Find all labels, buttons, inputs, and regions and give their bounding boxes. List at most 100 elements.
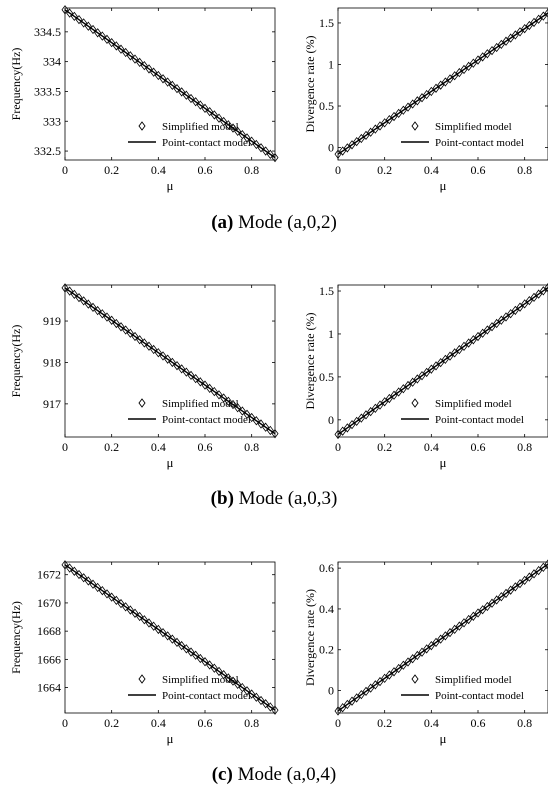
plot-c-divergence-diamond-point bbox=[409, 654, 417, 664]
plot-b-frequency-xtick-label: 0.8 bbox=[244, 440, 259, 454]
plot-a-divergence-diamond-point bbox=[469, 58, 477, 68]
plot-b-divergence-diamond-point bbox=[502, 312, 510, 322]
plot-c-divergence-diamond-point bbox=[511, 582, 519, 592]
plot-c-divergence-diamond-point bbox=[353, 693, 361, 703]
caption-c-text: Mode (a,0,4) bbox=[232, 764, 337, 785]
plot-c-frequency-legend-label: Simplified model bbox=[162, 674, 239, 686]
plot-c-divergence-diamond-point bbox=[381, 673, 389, 683]
plot-a-divergence-diamond-point bbox=[507, 33, 515, 43]
plot-b-frequency-diamond-point bbox=[112, 318, 120, 329]
plot-c-divergence-diamond-point bbox=[455, 621, 463, 631]
plot-a-divergence-diamond-point bbox=[371, 124, 379, 134]
plot-a-frequency-ytick-label: 333 bbox=[43, 114, 61, 128]
plot-c-frequency-series-line bbox=[64, 564, 276, 711]
plot-c-frequency-diamond-point bbox=[159, 627, 167, 638]
plot-a-frequency-diamond-point bbox=[215, 113, 223, 123]
plot-c-frequency-diamond-point bbox=[75, 569, 83, 580]
plot-b-divergence-diamond-point bbox=[488, 322, 496, 332]
plot-c-frequency-diamond-point bbox=[80, 573, 88, 583]
plot-a-frequency-diamond-point bbox=[164, 77, 172, 87]
plot-a-frequency-diamond-point bbox=[229, 123, 237, 133]
plot-a-frequency-diamond-point bbox=[145, 64, 153, 74]
plot-a-frequency-diamond-point bbox=[262, 146, 270, 156]
plot-a-frequency-diamond-point bbox=[117, 44, 125, 54]
plot-c-frequency-diamond-point bbox=[262, 699, 270, 709]
plot-b-frequency-diamond-point bbox=[75, 292, 83, 303]
plot-a-divergence-diamond-point bbox=[441, 77, 449, 87]
plot-c-divergence-diamond-point bbox=[497, 592, 505, 602]
plot-c-frequency-diamond-point bbox=[112, 595, 120, 606]
plot-b-frequency-diamond-point bbox=[66, 286, 74, 296]
plot-c-divergence-xtick-label: 0.8 bbox=[517, 716, 532, 730]
plot-b-frequency-diamond-point bbox=[229, 399, 237, 410]
plot-b-frequency-xtick-label: 0.2 bbox=[104, 440, 119, 454]
plot-a-frequency-diamond-point bbox=[108, 37, 116, 48]
plot-b-frequency-diamond-point bbox=[173, 360, 181, 371]
plot-c-divergence-diamond-point bbox=[413, 650, 421, 661]
plot-c-frequency-diamond-point bbox=[117, 598, 125, 609]
plot-b-divergence-series-line bbox=[337, 287, 548, 435]
plot-a-divergence-diamond-point bbox=[460, 64, 468, 75]
plot-b-divergence-legend-diamond bbox=[411, 398, 419, 408]
plot-a-divergence-diamond-point bbox=[544, 8, 548, 18]
plot-c-divergence-ytick-label: 0.2 bbox=[319, 643, 334, 657]
plot-c-divergence-diamond-point bbox=[399, 660, 407, 670]
plot-c-frequency-diamond-point bbox=[126, 605, 134, 615]
plot-a-frequency-diamond-point bbox=[248, 136, 256, 146]
plot-b-frequency-legend-label: Point-contact model bbox=[162, 414, 251, 426]
plot-c-divergence-diamond-point bbox=[362, 686, 370, 697]
plot-c-divergence-diamond-point bbox=[371, 680, 379, 690]
plot-a-divergence-diamond-point bbox=[390, 111, 398, 122]
plot-b-divergence-xtick-label: 0.4 bbox=[424, 440, 439, 454]
plot-c-frequency-diamond-point bbox=[98, 585, 106, 596]
plot-c-frequency-diamond-point bbox=[94, 582, 102, 593]
plot-a-frequency-diamond-point bbox=[126, 51, 134, 61]
plot-b-divergence-diamond-point bbox=[535, 289, 543, 299]
plot-a-frequency-xtick-label: 0.8 bbox=[244, 163, 259, 177]
plot-a-divergence-ylabel: Divergence rate (%) bbox=[303, 35, 317, 132]
plot-a-divergence-ytick-label: 0.5 bbox=[319, 99, 334, 113]
plot-b-divergence-ytick-label: 0.5 bbox=[319, 370, 334, 384]
plot-a-divergence-xtick-label: 0.2 bbox=[377, 163, 392, 177]
plot-b-frequency-diamond-point bbox=[84, 299, 92, 309]
plot-c-divergence-diamond-point bbox=[502, 588, 510, 599]
plot-c-divergence-diamond-point bbox=[525, 572, 533, 582]
plot-a-frequency-diamond-point bbox=[192, 97, 200, 107]
plot-b-frequency-diamond-point bbox=[257, 419, 265, 429]
plot-b-frequency-xtick-label: 0 bbox=[62, 440, 68, 454]
plot-a-frequency-diamond-point bbox=[136, 57, 144, 68]
plot-a-divergence-ytick-label: 0 bbox=[328, 141, 334, 155]
plot-a-divergence-diamond-point bbox=[530, 17, 538, 28]
plot-b-frequency-diamond-point bbox=[136, 335, 144, 345]
plot-b-frequency-diamond-point bbox=[94, 305, 102, 316]
plot-a-divergence-diamond-point bbox=[516, 27, 524, 37]
plot-b-frequency-diamond-point bbox=[192, 373, 200, 384]
plot-a-divergence-frame bbox=[337, 7, 548, 161]
plot-c-frequency-diamond-point bbox=[229, 676, 237, 686]
plot-c-divergence-diamond-point bbox=[423, 644, 431, 654]
plot-a-divergence-diamond-point bbox=[455, 67, 463, 78]
plot-c-divergence-diamond-point bbox=[507, 585, 515, 595]
plot-a-divergence-diamond-point bbox=[497, 39, 505, 50]
plot-a-frequency-diamond-point bbox=[206, 106, 214, 117]
plot-c-divergence-ytick-label: 0 bbox=[328, 684, 334, 698]
plot-b-divergence-xtick-label: 0.8 bbox=[517, 440, 532, 454]
plot-a-divergence-diamond-point bbox=[399, 105, 407, 115]
plot-c-frequency-diamond-point bbox=[187, 647, 195, 657]
plot-a-frequency-diamond-point bbox=[159, 74, 167, 84]
plot-b-divergence-diamond-point bbox=[446, 351, 454, 361]
plot-c-frequency-diamond-point bbox=[145, 618, 153, 628]
plot-c-divergence-legend-diamond bbox=[411, 674, 419, 684]
plot-a-divergence-diamond-point bbox=[465, 61, 473, 71]
plot-c-frequency-ytick-label: 1666 bbox=[37, 652, 61, 666]
plot-b-divergence-diamond-point bbox=[395, 387, 403, 397]
plot-a-frequency-diamond-point bbox=[66, 8, 74, 18]
plot-a-frequency-ytick-label: 333.5 bbox=[34, 84, 61, 98]
plot-a-divergence-diamond-point bbox=[479, 52, 487, 62]
plot-a-frequency-diamond-point bbox=[182, 90, 190, 100]
plot-b-divergence-diamond-point bbox=[418, 371, 426, 381]
plot-c-divergence-diamond-point bbox=[357, 689, 365, 700]
plot-c-frequency-xtick-label: 0 bbox=[62, 716, 68, 730]
plot-c-divergence-diamond-point bbox=[334, 706, 342, 716]
plot-b-frequency-diamond-point bbox=[224, 396, 232, 406]
